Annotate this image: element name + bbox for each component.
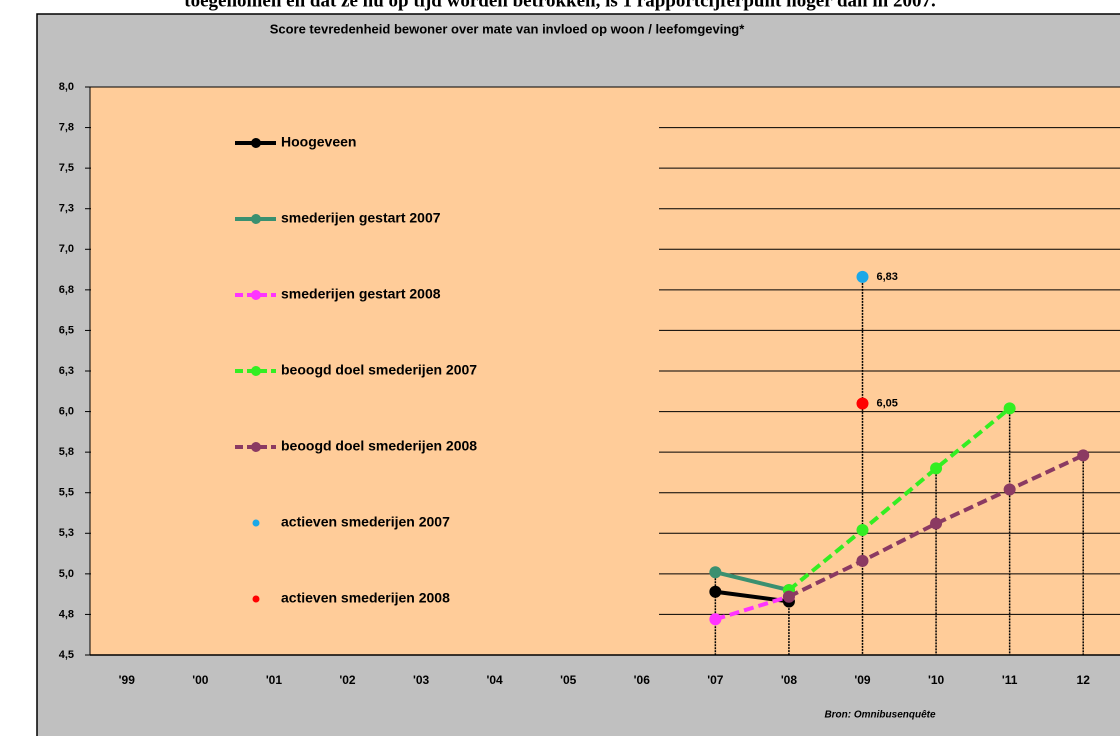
x-tick-label: '09 xyxy=(854,673,871,687)
point xyxy=(1003,402,1016,415)
point xyxy=(856,554,869,567)
legend xyxy=(91,106,659,652)
y-tick-label: 7,8 xyxy=(59,121,74,133)
y-tick-label: 4,5 xyxy=(59,649,74,661)
x-tick-label: '00 xyxy=(192,673,209,687)
y-tick-label: 7,0 xyxy=(59,243,74,255)
chart-title: Score tevredenheid bewoner over mate van… xyxy=(270,21,746,36)
x-tick-label: '11 xyxy=(1002,673,1018,687)
y-tick-label: 8,0 xyxy=(59,81,74,93)
x-tick-label: '01 xyxy=(266,673,283,687)
x-tick-label: '99 xyxy=(119,673,136,687)
y-tick-label: 5,3 xyxy=(59,527,74,539)
x-tick-label: '10 xyxy=(928,673,945,687)
header-text: toegenomen en dat ze nu op tijd worden b… xyxy=(184,0,935,11)
point xyxy=(709,566,722,579)
point xyxy=(856,524,869,537)
point xyxy=(709,613,722,626)
x-tick-label: '02 xyxy=(339,673,356,687)
point xyxy=(782,590,795,603)
legend-label: smederijen gestart 2007 xyxy=(281,210,441,226)
y-tick-label: 6,5 xyxy=(59,324,74,336)
series-line xyxy=(787,406,1011,592)
source: Bron: Omnibusenquête xyxy=(824,710,936,721)
y-tick-label: 6,3 xyxy=(59,365,74,377)
x-tick-label: '03 xyxy=(413,673,430,687)
x-tick-label: '06 xyxy=(634,673,651,687)
legend-marker xyxy=(252,595,260,603)
legend-label: actieven smederijen 2008 xyxy=(281,590,450,606)
legend-label: smederijen gestart 2008 xyxy=(281,286,441,302)
point xyxy=(709,585,722,598)
legend-marker xyxy=(251,214,261,224)
x-tick-label: '07 xyxy=(707,673,724,687)
x-tick-label: '05 xyxy=(560,673,577,687)
y-tick-label: 7,5 xyxy=(59,162,74,174)
legend-marker xyxy=(251,366,261,376)
point xyxy=(1077,449,1090,462)
legend-label: beoogd doel smederijen 2007 xyxy=(281,362,477,378)
point xyxy=(930,517,943,530)
x-tick-label: '08 xyxy=(781,673,798,687)
series-line xyxy=(788,453,1085,599)
legend-marker xyxy=(251,290,261,300)
legend-label: beoogd doel smederijen 2008 xyxy=(281,438,477,454)
y-tick-label: 5,0 xyxy=(59,568,74,580)
data-label: 6,05 xyxy=(877,397,898,409)
x-tick-label: 12 xyxy=(1077,673,1091,687)
y-tick-label: 6,0 xyxy=(59,405,74,417)
point xyxy=(856,397,869,410)
point xyxy=(1003,483,1016,496)
legend-label: actieven smederijen 2007 xyxy=(281,514,450,530)
y-tick-label: 6,8 xyxy=(59,284,74,296)
y-tick-label: 5,8 xyxy=(59,446,74,458)
series-line xyxy=(714,570,790,593)
legend-marker xyxy=(251,442,261,452)
data-label: 6,83 xyxy=(877,271,898,283)
y-tick-label: 5,5 xyxy=(59,487,74,499)
x-tick-label: '04 xyxy=(487,673,504,687)
series-line xyxy=(714,594,790,622)
legend-label: Hoogeveen xyxy=(281,134,356,150)
point xyxy=(930,462,943,475)
y-tick-label: 4,8 xyxy=(59,608,74,620)
y-tick-label: 7,3 xyxy=(59,203,74,215)
point xyxy=(856,270,869,283)
legend-marker xyxy=(252,519,260,527)
legend-marker xyxy=(251,138,261,148)
